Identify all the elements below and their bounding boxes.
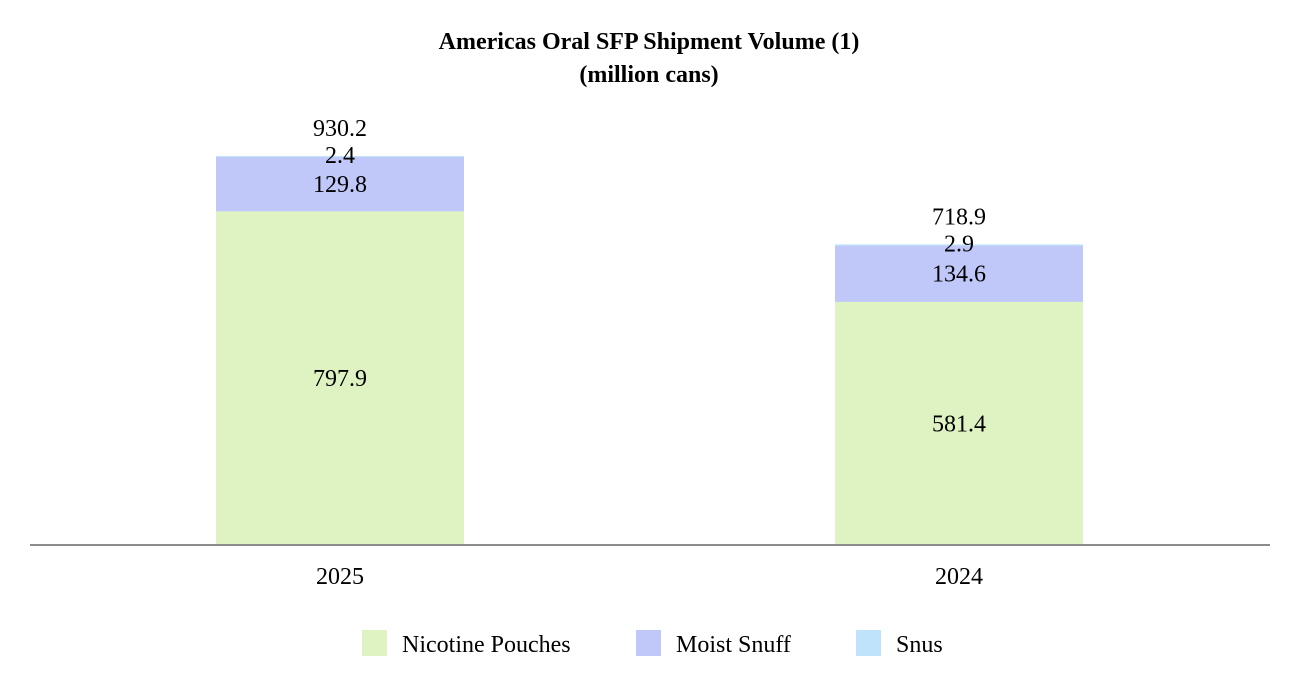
bar-2025-snus	[216, 156, 464, 158]
x-tick-2025: 2025	[316, 564, 364, 590]
legend-label-snus: Snus	[896, 632, 943, 658]
bar-2025-moist-snuff	[216, 157, 464, 212]
chart-title: Americas Oral SFP Shipment Volume (1)	[439, 29, 860, 55]
x-tick-labels-group: 2025 2024	[316, 564, 983, 590]
legend-label-moist-snuff: Moist Snuff	[676, 632, 791, 658]
label-2024-nicotine-pouches: 581.4	[932, 411, 986, 437]
label-2025-nicotine-pouches: 797.9	[313, 366, 367, 392]
legend: Nicotine Pouches Moist Snuff Snus	[362, 630, 943, 658]
segment-labels-group: 797.9 129.8 2.4 581.4 134.6 2.9	[313, 143, 986, 437]
bar-2024-moist-snuff	[835, 245, 1083, 302]
bar-2025-nicotine-pouches	[216, 211, 464, 546]
bar-2024-nicotine-pouches	[835, 301, 1083, 545]
legend-swatch-moist-snuff	[636, 630, 661, 656]
legend-label-nicotine-pouches: Nicotine Pouches	[402, 632, 571, 658]
legend-swatch-snus	[856, 630, 881, 656]
label-2025-moist-snuff: 129.8	[313, 172, 367, 198]
label-2025-snus: 2.4	[325, 143, 355, 169]
total-label-2024: 718.9	[932, 204, 986, 230]
label-2024-moist-snuff: 134.6	[932, 262, 986, 288]
chart-subtitle: (million cans)	[579, 62, 718, 88]
legend-swatch-nicotine-pouches	[362, 630, 387, 656]
bars-group	[216, 156, 1083, 546]
x-tick-2024: 2024	[935, 564, 983, 590]
label-2024-snus: 2.9	[944, 231, 974, 257]
total-labels-group: 930.2 718.9	[313, 116, 986, 230]
bar-2024-snus	[835, 244, 1083, 246]
total-label-2025: 930.2	[313, 116, 367, 142]
